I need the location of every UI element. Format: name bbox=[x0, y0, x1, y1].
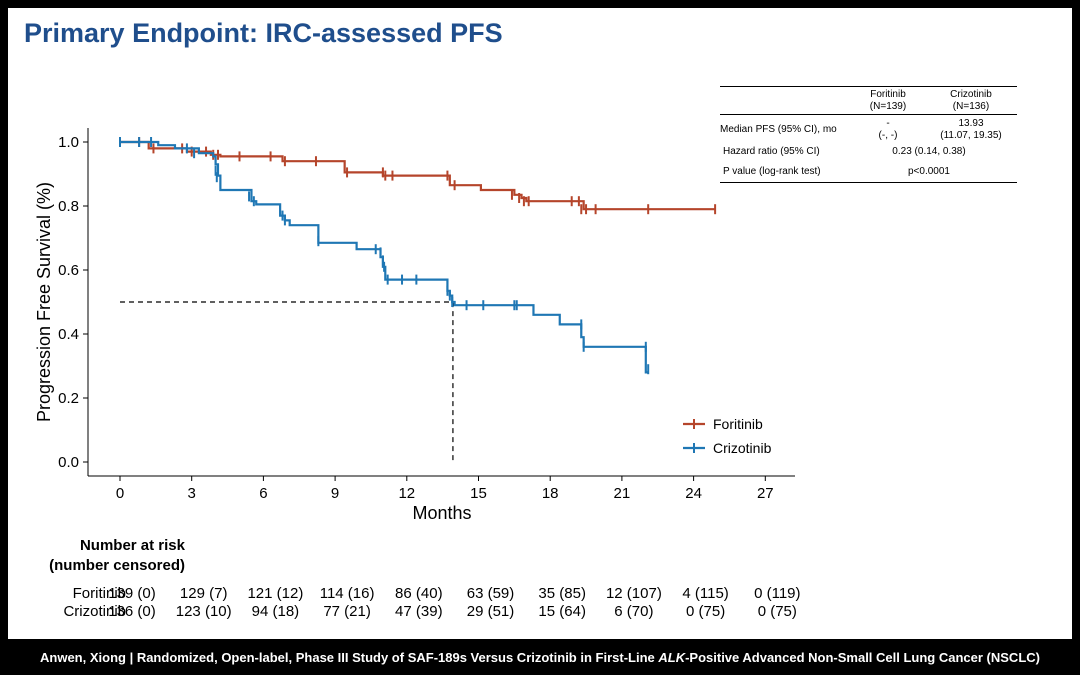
x-axis-label: Months bbox=[412, 503, 471, 523]
risk-cell: 136 (0) bbox=[108, 603, 156, 620]
risk-cell: 114 (16) bbox=[319, 585, 375, 602]
footer-text-after: -Positive Advanced Non-Small Cell Lung C… bbox=[685, 650, 1040, 665]
x-tick-label: 9 bbox=[331, 485, 339, 502]
x-tick-label: 18 bbox=[542, 485, 559, 502]
y-tick-label: 0.4 bbox=[58, 326, 79, 343]
median-reference-line bbox=[120, 301, 454, 462]
risk-cell: 123 (10) bbox=[175, 603, 232, 620]
table-header-rule bbox=[720, 114, 1017, 115]
risk-cell: 139 (0) bbox=[108, 585, 156, 602]
x-tick-label: 15 bbox=[470, 485, 487, 502]
table-col1-name: Foritinib bbox=[870, 89, 906, 100]
y-tick-label: 0.8 bbox=[58, 198, 79, 215]
risk-cell: 94 (18) bbox=[251, 603, 300, 620]
y-tick-label: 0.6 bbox=[58, 262, 79, 279]
x-tick-label: 6 bbox=[259, 485, 267, 502]
risk-cell: 77 (21) bbox=[323, 603, 371, 620]
table-row1-label: Median PFS (95% CI), mo bbox=[720, 124, 837, 135]
y-tick-label: 1.0 bbox=[58, 134, 79, 151]
risk-cell: 29 (51) bbox=[466, 603, 515, 620]
risk-cell: 15 (64) bbox=[538, 603, 586, 620]
x-tick-label: 24 bbox=[685, 485, 702, 502]
risk-cell: 35 (85) bbox=[538, 585, 586, 602]
table-bottom-rule bbox=[720, 182, 1017, 183]
risk-title-line1: Number at risk bbox=[79, 537, 185, 554]
series-line-crizotinib bbox=[120, 140, 649, 374]
risk-cell: 129 (7) bbox=[179, 585, 228, 602]
table-row3-value: p<0.0001 bbox=[908, 166, 950, 177]
table-row2-value: 0.23 (0.14, 0.38) bbox=[892, 146, 966, 157]
table-row1-col2-b: (11.07, 19.35) bbox=[940, 130, 1002, 141]
risk-cell: 121 (12) bbox=[247, 585, 304, 602]
risk-cell: 4 (115) bbox=[682, 585, 729, 602]
x-tick-label: 0 bbox=[116, 485, 124, 502]
table-col2-name: Crizotinib bbox=[950, 89, 992, 100]
y-tick-label: 0.2 bbox=[58, 390, 79, 407]
risk-cell: 63 (59) bbox=[466, 585, 515, 602]
risk-cell: 0 (75) bbox=[757, 603, 797, 620]
x-tick-label: 27 bbox=[757, 485, 774, 502]
x-tick-label: 12 bbox=[398, 485, 415, 502]
risk-label-foritinib: Foritinib bbox=[72, 585, 126, 602]
risk-cell: 6 (70) bbox=[614, 603, 654, 620]
risk-title-line2: (number censored) bbox=[49, 557, 185, 574]
y-tick-label: 0.0 bbox=[58, 454, 79, 471]
legend-label: Crizotinib bbox=[713, 440, 772, 456]
table-row2-label: Hazard ratio (95% CI) bbox=[723, 146, 820, 157]
table-col1-n: (N=139) bbox=[869, 101, 907, 112]
table-top-rule bbox=[720, 86, 1017, 87]
footer-text-before: Anwen, Xiong | Randomized, Open-label, P… bbox=[40, 650, 659, 665]
risk-cell: 0 (119) bbox=[754, 585, 801, 602]
footer-text-italic: ALK bbox=[658, 650, 686, 665]
slide-title: Primary Endpoint: IRC-assessed PFS bbox=[24, 18, 503, 48]
table-row1-col1-b: (-, -) bbox=[878, 130, 898, 141]
risk-cell: 0 (75) bbox=[686, 603, 726, 620]
slide bbox=[8, 8, 1072, 639]
table-row3-label: P value (log-rank test) bbox=[723, 166, 821, 177]
series-line-foritinib bbox=[120, 140, 716, 211]
table-row1-col2-a: 13.93 bbox=[958, 118, 984, 129]
table-col2-n: (N=136) bbox=[952, 101, 990, 112]
risk-cell: 12 (107) bbox=[605, 585, 662, 602]
x-tick-label: 3 bbox=[188, 485, 196, 502]
footer-citation: Anwen, Xiong | Randomized, Open-label, P… bbox=[0, 640, 1080, 675]
table-row1-col1-a: - bbox=[886, 118, 890, 129]
legend-label: Foritinib bbox=[713, 416, 763, 432]
x-tick-label: 21 bbox=[614, 485, 631, 502]
y-axis-label: Progression Free Survival (%) bbox=[34, 182, 54, 422]
risk-cell: 47 (39) bbox=[395, 603, 443, 620]
risk-label-crizotinib: Crizotinib bbox=[63, 603, 126, 620]
risk-cell: 86 (40) bbox=[395, 585, 443, 602]
